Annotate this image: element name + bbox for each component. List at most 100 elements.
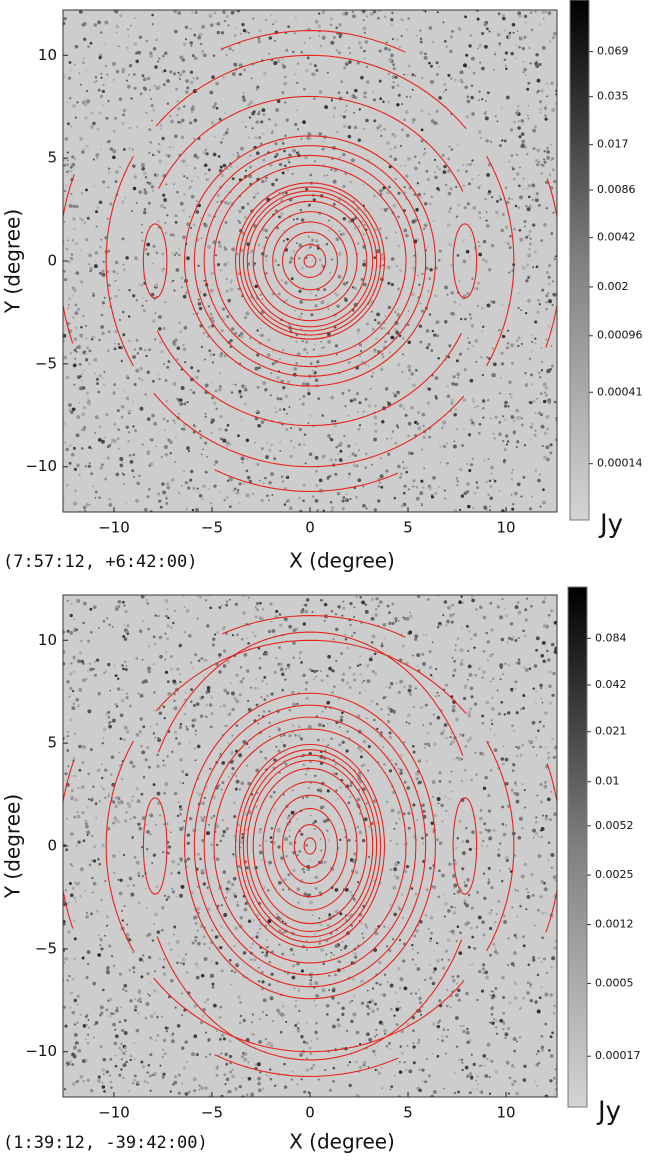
source-dot: [227, 742, 229, 744]
source-dot: [418, 324, 422, 328]
source-dot: [289, 256, 294, 261]
source-dot: [145, 354, 148, 358]
source-dot: [417, 192, 422, 197]
source-dot: [417, 988, 420, 991]
colorbar-tick-label: 0.069: [597, 45, 629, 58]
source-dot: [300, 138, 303, 140]
source-dot: [522, 944, 526, 948]
source-dot: [279, 449, 282, 452]
source-dot: [479, 61, 482, 64]
source-dot: [492, 300, 496, 304]
source-dot: [193, 167, 197, 170]
source-dot: [301, 340, 304, 343]
source-dot: [474, 286, 478, 291]
source-dot: [497, 853, 501, 857]
source-dot: [468, 1072, 473, 1076]
source-dot: [226, 890, 230, 894]
source-dot: [257, 966, 260, 969]
source-dot: [262, 132, 265, 135]
source-dot: [507, 35, 512, 39]
source-dot: [284, 667, 288, 671]
source-dot: [171, 750, 174, 754]
source-dot: [203, 358, 207, 361]
source-dot: [547, 325, 551, 328]
source-dot: [166, 637, 169, 641]
source-dot: [87, 1019, 90, 1021]
source-dot: [255, 409, 259, 413]
source-dot: [199, 42, 203, 46]
source-dot: [122, 148, 126, 151]
source-dot: [227, 1090, 231, 1093]
source-dot: [353, 216, 357, 220]
source-dot: [334, 344, 338, 348]
source-dot: [481, 330, 484, 333]
source-dot: [104, 20, 109, 25]
source-dot: [97, 390, 101, 394]
source-dot: [348, 686, 352, 689]
source-dot: [376, 1007, 380, 1011]
source-dot: [348, 1000, 352, 1004]
source-dot: [502, 439, 505, 443]
source-dot: [448, 344, 452, 348]
source-dot: [192, 313, 195, 316]
source-dot: [446, 223, 451, 228]
source-dot: [169, 948, 173, 951]
source-dot: [63, 21, 66, 25]
source-dot: [167, 360, 171, 363]
source-dot: [166, 624, 170, 628]
source-dot: [126, 923, 129, 926]
source-dot: [219, 372, 222, 375]
source-dot: [114, 260, 119, 265]
source-dot: [189, 80, 194, 85]
source-dot: [191, 11, 194, 14]
source-dot: [248, 116, 252, 119]
source-dot: [498, 42, 501, 45]
source-dot: [112, 391, 116, 395]
source-dot: [497, 12, 501, 16]
source-dot: [161, 252, 165, 256]
source-dot: [141, 167, 145, 171]
source-dot: [180, 368, 183, 371]
source-dot: [482, 963, 486, 967]
source-dot: [177, 71, 180, 74]
source-dot: [330, 40, 335, 45]
source-dot: [114, 674, 118, 677]
source-dot: [131, 950, 136, 954]
source-dot: [398, 1060, 401, 1063]
source-dot: [496, 952, 499, 955]
contour: [155, 54, 467, 130]
source-dot: [466, 1074, 470, 1078]
source-dot: [74, 1033, 78, 1037]
source-dot: [125, 692, 128, 695]
source-dot: [428, 745, 431, 747]
source-dot: [155, 173, 159, 177]
source-dot: [291, 690, 295, 694]
source-dot: [481, 721, 485, 725]
source-dot: [354, 96, 358, 100]
source-dot: [327, 475, 330, 479]
source-dot: [100, 785, 103, 788]
source-dot: [99, 31, 103, 34]
source-dot: [89, 747, 94, 752]
source-dot: [538, 100, 543, 104]
source-dot: [335, 26, 338, 29]
source-dot: [540, 879, 545, 884]
source-dot: [337, 797, 339, 800]
source-dot: [551, 364, 554, 368]
source-dot: [81, 412, 86, 417]
source-dot: [454, 644, 457, 647]
source-dot: [177, 871, 181, 875]
source-dot: [201, 24, 206, 29]
source-dot: [504, 418, 507, 422]
source-dot: [302, 763, 306, 767]
source-dot: [362, 503, 366, 508]
source-dot: [321, 263, 324, 267]
source-dot: [502, 1028, 505, 1031]
source-dot: [428, 435, 432, 439]
source-dot: [365, 926, 368, 929]
source-dot: [478, 667, 481, 670]
source-dot: [129, 817, 132, 820]
source-dot: [312, 97, 316, 101]
source-dot: [207, 325, 211, 329]
source-dot: [502, 1022, 506, 1026]
